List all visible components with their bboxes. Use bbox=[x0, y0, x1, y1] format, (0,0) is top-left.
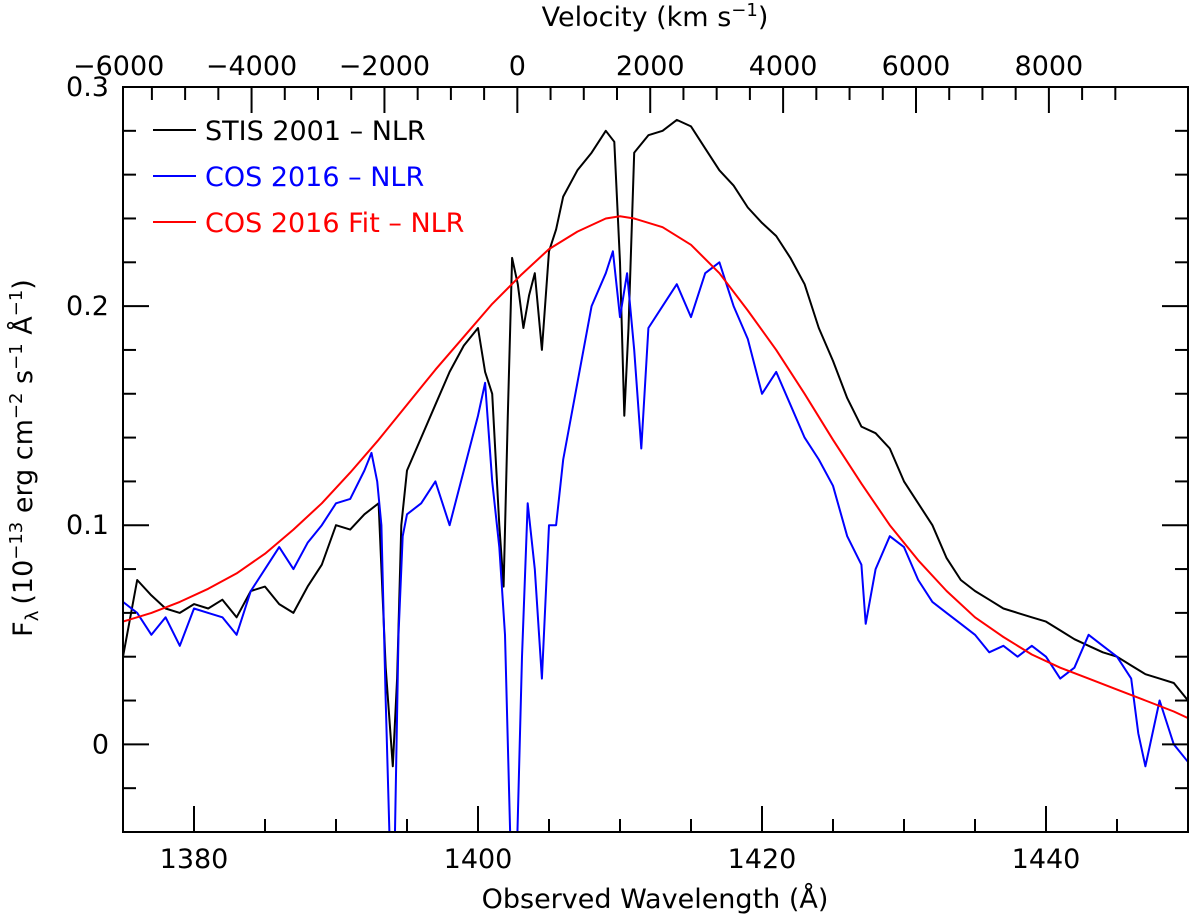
y-axis-units-exp3: −1 bbox=[6, 343, 27, 370]
top-axis-title-main: Velocity (km s bbox=[542, 2, 732, 33]
top-tick-label: −4000 bbox=[206, 51, 297, 82]
top-tick-label: 2000 bbox=[616, 51, 685, 82]
top-axis-title-exp: −1 bbox=[731, 0, 758, 21]
y-tick-label: 0.3 bbox=[66, 72, 109, 103]
y-axis-units-rest3: Å bbox=[7, 316, 39, 344]
series-line-0 bbox=[123, 118, 1188, 768]
x-tick-label: 1420 bbox=[728, 844, 797, 875]
y-axis-title-sub: λ bbox=[22, 610, 43, 621]
y-axis-units-exp2: −2 bbox=[6, 393, 27, 420]
y-axis-units-end: ) bbox=[8, 279, 39, 290]
y-axis-units-rest1: erg cm bbox=[8, 419, 39, 522]
top-tick-label: 0 bbox=[509, 51, 526, 82]
y-axis-units-exp4: −1 bbox=[6, 290, 27, 317]
y-tick-label: 0.2 bbox=[66, 291, 109, 322]
y-tick-label: 0 bbox=[92, 729, 109, 760]
x-tick-label: 1380 bbox=[160, 844, 229, 875]
y-axis-title: Fλ(10−13 erg cm−2 s−1 Å−1) bbox=[6, 279, 43, 637]
plot-frame bbox=[122, 86, 1189, 833]
y-axis-units-open: (10 bbox=[8, 560, 39, 605]
series-line-2 bbox=[123, 215, 1188, 720]
x-axis-title: Observed Wavelength (Å) bbox=[482, 883, 829, 915]
x-tick-label: 1440 bbox=[1012, 844, 1081, 875]
y-axis-units-exp1: −13 bbox=[6, 522, 27, 560]
y-axis-title-main: F bbox=[8, 621, 39, 637]
legend-label-1: COS 2016 – NLR bbox=[205, 162, 424, 193]
top-axis-title-end: ) bbox=[758, 2, 769, 33]
top-axis-title: Velocity (km s−1) bbox=[542, 0, 769, 33]
top-tick-label: 4000 bbox=[749, 51, 818, 82]
y-axis-units-rest2: s bbox=[8, 370, 39, 393]
top-tick-label: −6000 bbox=[73, 51, 164, 82]
series-line-1 bbox=[123, 250, 1188, 832]
legend-label-0: STIS 2001 – NLR bbox=[205, 116, 426, 147]
legend: STIS 2001 – NLR COS 2016 – NLR COS 2016 Fi… bbox=[153, 116, 464, 239]
ticks-layer: 1380 1400 1420 1440 0 0.1 0.2 0.3−6000 −4000 −200… bbox=[66, 51, 1189, 875]
x-tick-label: 1400 bbox=[444, 844, 513, 875]
series-layer bbox=[123, 118, 1188, 832]
top-tick-label: 6000 bbox=[882, 51, 951, 82]
legend-label-2: COS 2016 Fit – NLR bbox=[205, 208, 464, 239]
top-tick-label: −2000 bbox=[339, 51, 430, 82]
y-tick-label: 0.1 bbox=[66, 510, 109, 541]
top-tick-label: 8000 bbox=[1015, 51, 1084, 82]
